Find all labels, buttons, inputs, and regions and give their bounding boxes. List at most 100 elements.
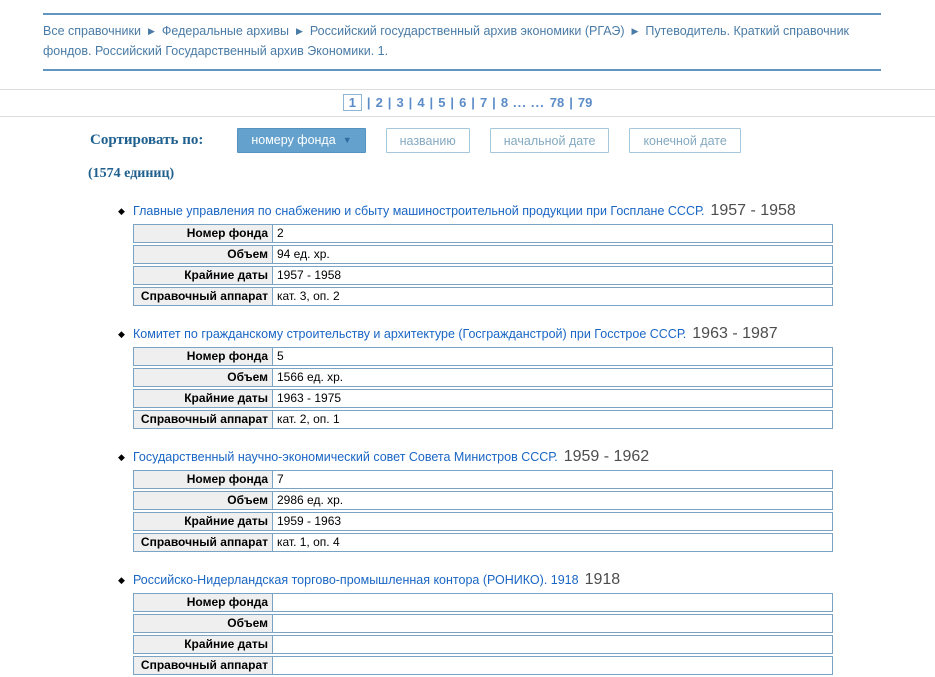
field-label: Объем xyxy=(133,614,273,633)
breadcrumb-item[interactable]: Федеральные архивы xyxy=(161,24,289,38)
field-label: Крайние даты xyxy=(133,389,273,408)
fund-entry: ◆ Главные управления по снабжению и сбыту… xyxy=(118,202,935,308)
page: { "breadcrumb": { "separator": "\u25B6",… xyxy=(0,13,935,675)
field-label: Номер фонда xyxy=(133,224,273,243)
table-row: Крайние даты 1963 - 1975 xyxy=(133,389,833,408)
field-value xyxy=(273,593,833,612)
breadcrumb-item[interactable]: Российский государственный архив экономи… xyxy=(309,24,625,38)
field-label: Справочный аппарат xyxy=(133,656,273,675)
field-value: 5 xyxy=(273,347,833,366)
sort-button[interactable]: начальной дате xyxy=(489,128,610,153)
field-label: Номер фонда xyxy=(133,347,273,366)
breadcrumb-arrow-icon: ▶ xyxy=(295,26,303,36)
sort-button[interactable]: номеру фонда ▼ xyxy=(237,128,366,153)
fund-title-link[interactable]: Российско-Нидерландская торгово-промышле… xyxy=(133,573,579,587)
sort-button-label: названию xyxy=(399,133,456,148)
fund-entry: ◆ Государственный научно-экономический со… xyxy=(118,448,935,554)
fund-table: Номер фонда Объем Крайние даты Справочный а… xyxy=(133,591,833,677)
field-label: Справочный аппарат xyxy=(133,410,273,429)
field-label: Номер фонда xyxy=(133,593,273,612)
table-row: Крайние даты 1959 - 1963 xyxy=(133,512,833,531)
bullet-diamond-icon: ◆ xyxy=(118,452,125,462)
pagination-page-link[interactable]: 7 xyxy=(479,95,488,110)
pagination-page-current: 1 xyxy=(342,94,362,111)
field-label: Крайние даты xyxy=(133,512,273,531)
field-value: 1566 ед. хр. xyxy=(273,368,833,387)
fund-title-link[interactable]: Государственный научно-экономический сов… xyxy=(133,450,558,464)
table-row: Номер фонда 5 xyxy=(133,347,833,366)
fund-title-link[interactable]: Комитет по гражданскому строительству и … xyxy=(133,327,687,341)
pagination-ellipsis: ... xyxy=(513,95,527,110)
field-value: кат. 3, оп. 2 xyxy=(273,287,833,306)
divider xyxy=(0,116,935,117)
field-value: кат. 2, оп. 1 xyxy=(273,410,833,429)
pagination-page-link[interactable]: 78 xyxy=(549,95,565,110)
pagination-separator: | xyxy=(429,95,434,110)
field-value xyxy=(273,656,833,675)
pagination-separator: | xyxy=(366,95,371,110)
field-label: Крайние даты xyxy=(133,266,273,285)
table-row: Справочный аппарат кат. 3, оп. 2 xyxy=(133,287,833,306)
table-row: Номер фонда 2 xyxy=(133,224,833,243)
field-label: Крайние даты xyxy=(133,635,273,654)
pagination-page-link[interactable]: 2 xyxy=(375,95,383,110)
table-row: Справочный аппарат xyxy=(133,656,833,675)
field-value: 7 xyxy=(273,470,833,489)
pagination-page-link[interactable]: 3 xyxy=(396,95,404,110)
pagination-separator: | xyxy=(387,95,392,110)
fund-entry: ◆ Российско-Нидерландская торгово-промышл… xyxy=(118,571,935,677)
fund-entry: ◆ Комитет по гражданскому строительству и… xyxy=(118,325,935,431)
breadcrumb-item[interactable]: Все справочники xyxy=(43,24,141,38)
breadcrumb-item[interactable]: Путеводитель. Краткий справочник фондов.… xyxy=(43,24,850,58)
field-label: Объем xyxy=(133,368,273,387)
table-row: Объем 94 ед. хр. xyxy=(133,245,833,264)
field-value: кат. 1, оп. 4 xyxy=(273,533,833,552)
pagination-page-link[interactable]: 8 xyxy=(500,95,509,110)
field-value: 94 ед. хр. xyxy=(273,245,833,264)
bullet-diamond-icon: ◆ xyxy=(118,206,125,216)
divider xyxy=(0,89,935,90)
sort-button[interactable]: конечной дате xyxy=(629,128,741,153)
dropdown-arrow-icon: ▼ xyxy=(342,135,352,145)
results-count: (1574 единиц) xyxy=(88,166,175,181)
bullet-diamond-icon: ◆ xyxy=(118,575,125,585)
fund-entry-title: ◆ Государственный научно-экономический со… xyxy=(118,448,935,466)
table-row: Крайние даты 1957 - 1958 xyxy=(133,266,833,285)
breadcrumb: Все справочники ▶ Федеральные архивы ▶ Росси… xyxy=(43,22,875,61)
field-value: 2986 ед. хр. xyxy=(273,491,833,510)
table-row: Номер фонда xyxy=(133,593,833,612)
breadcrumb-divider xyxy=(43,69,881,71)
pagination-separator: | xyxy=(408,95,413,110)
breadcrumb-arrow-icon: ▶ xyxy=(147,26,155,36)
table-row: Справочный аппарат кат. 2, оп. 1 xyxy=(133,410,833,429)
pagination-page-link[interactable]: 4 xyxy=(417,95,425,110)
field-value xyxy=(273,614,833,633)
fund-title-link[interactable]: Главные управления по снабжению и сбыту … xyxy=(133,204,705,218)
bullet-diamond-icon: ◆ xyxy=(118,329,125,339)
table-row: Объем 1566 ед. хр. xyxy=(133,368,833,387)
breadcrumb-arrow-icon: ▶ xyxy=(631,26,639,36)
fund-table: Номер фонда 5 Объем 1566 ед. хр. Крайние дат… xyxy=(133,345,833,431)
pagination-separator: | xyxy=(569,95,573,110)
pagination-separator: | xyxy=(492,95,496,110)
field-value: 1963 - 1975 xyxy=(273,389,833,408)
fund-date-range: 1963 - 1987 xyxy=(692,325,778,342)
fund-table: Номер фонда 2 Объем 94 ед. хр. Крайние даты 1… xyxy=(133,222,833,308)
table-row: Объем 2986 ед. хр. xyxy=(133,491,833,510)
pagination-page-link[interactable]: 6 xyxy=(459,95,467,110)
field-value: 1957 - 1958 xyxy=(273,266,833,285)
sort-buttons: номеру фонда ▼ названию начальной дате конеч… xyxy=(237,128,741,153)
fund-date-range: 1918 xyxy=(584,571,621,588)
fund-entry-title: ◆ Главные управления по снабжению и сбыту… xyxy=(118,202,935,220)
pagination: 1 | 2 | 3 | 4 | 5 | 6 | 7 | 8...... 78 | 79 xyxy=(0,90,935,116)
field-label: Номер фонда xyxy=(133,470,273,489)
top-divider xyxy=(43,13,881,15)
pagination-page-link[interactable]: 79 xyxy=(577,95,593,110)
field-label: Справочный аппарат xyxy=(133,287,273,306)
sort-button[interactable]: названию xyxy=(385,128,470,153)
pagination-separator: | xyxy=(450,95,455,110)
fund-entry-title: ◆ Российско-Нидерландская торгово-промышл… xyxy=(118,571,935,589)
fund-list: ◆ Главные управления по снабжению и сбыту… xyxy=(118,202,935,677)
pagination-page-link[interactable]: 5 xyxy=(438,95,446,110)
fund-table: Номер фонда 7 Объем 2986 ед. хр. Крайние дат… xyxy=(133,468,833,554)
